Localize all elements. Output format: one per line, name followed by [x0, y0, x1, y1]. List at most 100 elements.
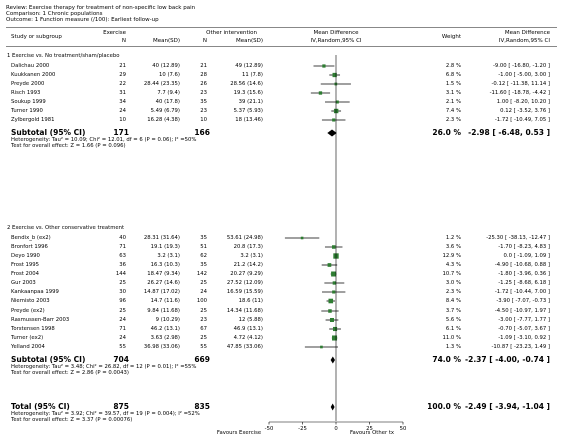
study-weight: 2.3 % [445, 117, 461, 123]
study-ci: -4.90 [ -10.68, 0.88 ] [494, 262, 550, 268]
study-n1: 31 [119, 90, 126, 96]
study-marker [332, 290, 336, 294]
study-n2: 25 [200, 308, 207, 314]
col-md-sub: IV,Random,95% CI [310, 38, 362, 44]
study-name: Niemisto 2003 [11, 298, 50, 304]
study-n1: 24 [119, 108, 126, 114]
study-name: Bronfort 1996 [11, 244, 48, 250]
study-meansd2: 27.52 (12.09) [226, 280, 263, 286]
study-marker [300, 236, 304, 240]
study-n2: 10 [200, 117, 207, 123]
review-title: Review: Exercise therapy for treatment o… [6, 5, 196, 11]
subtotal-diamond [330, 356, 336, 364]
study-meansd1: 3.2 (3.1) [157, 253, 180, 259]
study-marker [327, 263, 332, 267]
study-n1: 22 [119, 81, 126, 87]
study-meansd1: 36.98 (33.06) [143, 344, 180, 350]
study-weight: 3.7 % [445, 308, 461, 314]
subtotal-label: Subtotal (95% CI) [11, 128, 86, 137]
study-n1: 24 [119, 335, 126, 341]
study-n2: 51 [200, 244, 207, 250]
study-meansd2: 19.3 (15.6) [233, 90, 263, 96]
study-meansd1: 28.44 (23.35) [143, 81, 180, 87]
study-n1: 24 [119, 317, 126, 323]
study-ci: -1.09 [ -3.10, 0.92 ] [498, 335, 550, 341]
x-tick-label: 50 [400, 426, 407, 432]
study-meansd2: 14.34 (11.68) [226, 308, 263, 314]
col-n1: N [121, 38, 126, 44]
study-marker [331, 245, 336, 249]
col-other: Other intervention [206, 30, 257, 36]
study-name: Rasmussen-Barr 2003 [11, 317, 70, 323]
study-marker [332, 281, 336, 285]
study-meansd1: 14.7 (11.6) [150, 298, 180, 304]
total-weight: 100.0 % [427, 402, 461, 411]
study-weight: 3.1 % [445, 90, 461, 96]
study-meansd2: 39 (21.1) [238, 99, 263, 105]
study-n2: 100 [196, 298, 207, 304]
study-weight: 1.3 % [445, 344, 461, 350]
study-marker [328, 309, 332, 313]
study-ci: -3.90 [ -7.07, -0.73 ] [496, 298, 550, 304]
study-name: Gur 2003 [11, 280, 36, 286]
study-weight: 4.3 % [445, 262, 461, 268]
subtotal-n1: 704 [113, 355, 129, 364]
study-ci: 0.12 [ -3.52, 3.76 ] [500, 108, 550, 114]
study-meansd1: 16.3 (10.3) [150, 262, 180, 268]
study-ci: 0.0 [ -1.09, 1.09 ] [503, 253, 550, 259]
total-label: Total (95% CI) [11, 402, 70, 411]
subtotal-heterogeneity: Heterogeneity: Tau² = 10.09; Chi² = 12.0… [11, 137, 197, 143]
study-meansd1: 18.47 (9.34) [147, 271, 180, 277]
subtotal-n1: 171 [113, 128, 129, 137]
favours-other-label: Favours Other tx [349, 430, 395, 436]
study-n2: 62 [200, 253, 207, 259]
study-n2: 142 [196, 271, 207, 277]
study-n1: 96 [119, 298, 126, 304]
total-ci: -2.49 [ -3.94, -1.04 ] [464, 402, 550, 411]
study-meansd1: 5.49 (6.79) [150, 108, 180, 114]
study-ci: -1.72 [ -10.49, 7.05 ] [494, 117, 550, 123]
study-marker [335, 100, 339, 104]
study-marker [318, 91, 323, 95]
study-ci: -1.00 [ -5.00, 3.00 ] [498, 72, 550, 78]
study-meansd2: 20.8 (17.3) [233, 244, 263, 250]
subtotal-heterogeneity: Heterogeneity: Tau² = 3.48; Chi² = 26.82… [11, 364, 197, 370]
study-meansd1: 9.84 (11.68) [147, 308, 180, 314]
study-meansd1: 26.27 (14.6) [147, 280, 180, 286]
x-tick-label: -25 [298, 426, 307, 432]
study-ci: -0.70 [ -5.07, 3.67 ] [498, 326, 550, 332]
study-marker [333, 326, 338, 332]
study-name: Dalichau 2000 [11, 63, 50, 69]
study-name: Preyde 2000 [11, 81, 45, 87]
x-tick-label: 0 [334, 426, 338, 432]
study-name: Turner 1990 [11, 108, 43, 114]
study-meansd2: 46.9 (13.1) [233, 326, 263, 332]
study-meansd1: 28.31 (31.64) [143, 235, 180, 241]
study-weight: 11.0 % [442, 335, 461, 341]
study-marker [332, 72, 337, 78]
study-name: Kuukkanen 2000 [11, 72, 56, 78]
subtotal-diamond [327, 129, 337, 137]
study-n1: 25 [119, 280, 126, 286]
study-weight: 3.0 % [445, 280, 461, 286]
study-n1: 144 [115, 271, 126, 277]
study-n1: 55 [119, 344, 126, 350]
subtotal-test: Test for overall effect: Z = 1.66 (P = 0… [11, 143, 126, 149]
total-n1: 875 [113, 402, 129, 411]
study-weight: 6.8 % [445, 72, 461, 78]
study-meansd2: 18 (13.46) [235, 117, 263, 123]
study-name: Bendix_b (ex2) [11, 235, 51, 241]
col-n2: N [202, 38, 207, 44]
study-ci: -3.00 [ -7.77, 1.77 ] [498, 317, 550, 323]
group-title: 2 Exercise vs. Other conservative treatm… [7, 225, 125, 231]
study-n1: 71 [119, 326, 126, 332]
subtotal-label: Subtotal (95% CI) [11, 355, 86, 364]
group-title: 1 Exercise vs. No treatment/sham/placebo [7, 53, 120, 59]
study-meansd2: 5.37 (5.93) [233, 108, 263, 114]
study-meansd2: 49 (12.89) [235, 63, 263, 69]
study-weight: 2.1 % [445, 99, 461, 105]
study-n2: 24 [200, 289, 207, 295]
study-meansd1: 3.63 (2.98) [150, 335, 180, 341]
study-weight: 5.6 % [445, 317, 461, 323]
